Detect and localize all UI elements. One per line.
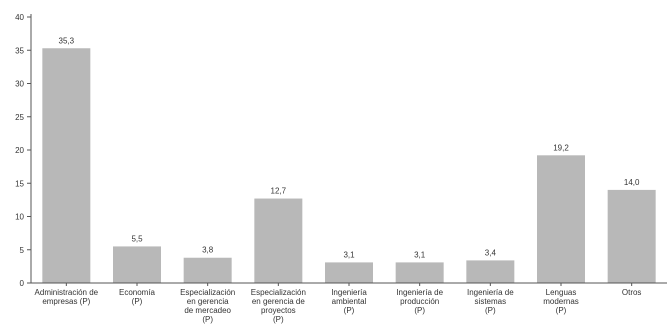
x-category-label: Especialización en gerencia de mercadeo (P) [180, 288, 235, 324]
y-tick-label: 40 [15, 13, 24, 22]
bar [183, 257, 232, 283]
x-category-label: Economía (P) [119, 288, 156, 306]
bar [395, 262, 444, 283]
bar-value-label: 5,5 [131, 234, 143, 243]
bar-value-label: 12,7 [271, 187, 287, 196]
x-category-label: Lenguas modernas (P) [543, 288, 579, 315]
x-category-label: Otros [622, 288, 642, 297]
bar-value-label: 3,8 [202, 246, 214, 255]
bar [537, 155, 585, 283]
bar [466, 260, 515, 283]
bar-value-label: 3,1 [343, 250, 355, 259]
bar [254, 198, 303, 283]
y-tick-label: 25 [15, 113, 24, 122]
y-tick-label: 5 [20, 246, 25, 255]
y-tick-label: 20 [15, 146, 24, 155]
bar [325, 262, 373, 283]
x-category-label: Especialización en gerencia de proyectos (P… [251, 288, 306, 324]
y-tick-label: 10 [15, 213, 24, 222]
y-tick-label: 0 [20, 279, 25, 288]
bar-value-label: 3,4 [485, 248, 497, 257]
bar-value-label: 3,1 [414, 250, 426, 259]
x-category-label: Ingeniería de producción (P) [396, 288, 443, 315]
data-labels: 35,3 5,5 3,8 12,7 3,1 3,1 3,4 19,2 14,0 [59, 36, 640, 259]
x-category-label: Ingeniería de sistemas (P) [467, 288, 514, 315]
y-tick-label: 30 [15, 80, 24, 89]
bar-value-label: 19,2 [553, 143, 569, 152]
bar-value-label: 14,0 [624, 178, 640, 187]
y-tick-label: 15 [15, 179, 24, 188]
y-axis: 0 5 10 15 20 25 30 35 40 [15, 13, 32, 288]
x-axis: Administración de empresas (P) Economía (P)… [31, 282, 667, 324]
bar [113, 246, 161, 283]
bar-value-label: 35,3 [59, 36, 75, 45]
x-category-label: Ingeniería ambiental (P) [331, 288, 367, 315]
bar [42, 48, 91, 283]
bars [42, 48, 656, 283]
x-category-label: Administración de empresas (P) [35, 288, 99, 306]
bar [607, 189, 656, 283]
y-tick-label: 35 [15, 46, 24, 55]
